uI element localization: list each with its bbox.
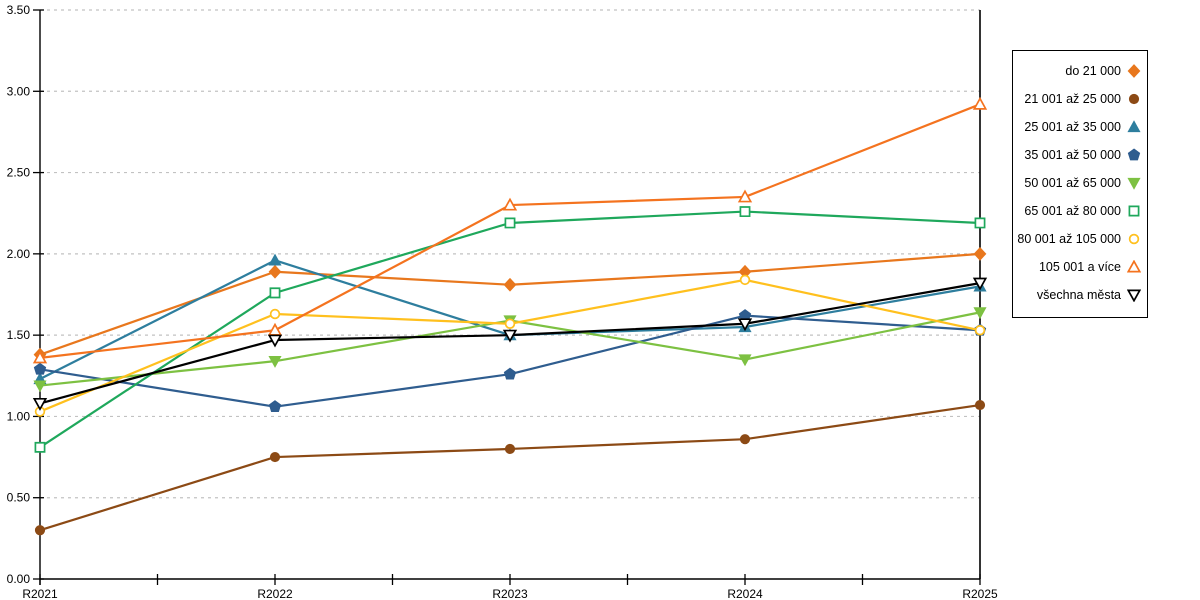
axes: 0.00 0.50 1.00 1.50 2.00 2.50 3.00 3.50 R2021 R20…: [7, 3, 998, 600]
legend-label: 65 001 až 80 000: [1024, 204, 1121, 218]
data-point-marker-square-icon: [504, 217, 516, 229]
legend-marker-circle-icon: [1128, 233, 1140, 245]
data-point-marker-circle-icon: [974, 399, 986, 411]
data-point-marker-triangle-up-icon: [32, 350, 48, 364]
series-8: [32, 96, 988, 364]
data-point-marker-triangle-down-icon: [502, 329, 518, 343]
legend-marker-triangle-down-icon: [1127, 289, 1141, 302]
data-point-marker-square-icon: [34, 441, 46, 453]
data-point-marker-triangle-down-icon: [268, 356, 282, 368]
legend-item: 105 001 a více: [1017, 254, 1141, 281]
y-tick-label: 0.00: [7, 572, 31, 586]
data-point-marker-triangle-up-icon: [268, 253, 282, 266]
legend-item: 50 001 až 65 000: [1017, 170, 1141, 197]
legend-label: 21 001 až 25 000: [1024, 92, 1121, 106]
x-tick-label: R2024: [727, 587, 763, 600]
y-tick-label: 3.00: [7, 84, 31, 98]
series-9: [32, 277, 988, 411]
data-point-marker-diamond-icon: [503, 277, 517, 292]
data-point-marker-circle-icon: [504, 443, 516, 455]
legend-label: 105 001 a více: [1038, 260, 1121, 274]
data-point-marker-circle-icon: [34, 525, 46, 536]
x-tick-label: R2021: [22, 587, 58, 600]
data-point-marker-triangle-down-icon: [267, 334, 283, 348]
data-point-marker-triangle-down-icon: [737, 318, 753, 332]
data-point-marker-pentagon-icon: [503, 367, 517, 380]
data-point-marker-triangle-down-icon: [972, 277, 988, 291]
x-tick-label: R2023: [492, 587, 528, 600]
legend-marker-diamond-icon: [1127, 64, 1141, 78]
data-point-marker-square-icon: [974, 217, 986, 229]
data-point-marker-circle-icon: [269, 308, 281, 320]
data-point-marker-triangle-down-icon: [738, 354, 752, 367]
data-point-marker-circle-icon: [504, 318, 516, 329]
y-tick-label: 1.00: [7, 409, 31, 423]
legend-item: 80 001 až 105 000: [1017, 226, 1141, 253]
data-point-marker-circle-icon: [974, 325, 986, 336]
y-tick-label: 2.00: [7, 247, 31, 261]
data-point-marker-circle-icon: [739, 434, 751, 445]
legend-label: 80 001 až 105 000: [1017, 232, 1121, 246]
data-point-marker-triangle-down-icon: [33, 380, 47, 393]
legend-label: 35 001 až 50 000: [1024, 148, 1121, 162]
legend-marker-square-icon: [1128, 205, 1140, 217]
legend-marker-circle-icon: [1128, 93, 1140, 105]
legend-label: 50 001 až 65 000: [1024, 176, 1121, 190]
data-point-marker-diamond-icon: [973, 246, 987, 261]
data-point-marker-triangle-down-icon: [32, 397, 48, 411]
data-point-marker-diamond-icon: [268, 264, 282, 279]
data-point-marker-pentagon-icon: [268, 400, 282, 412]
legend-item: 25 001 až 35 000: [1017, 114, 1141, 141]
data-point-marker-pentagon-icon: [33, 362, 47, 375]
series-7: [34, 274, 986, 417]
legend-marker-triangle-up-icon: [1127, 260, 1141, 273]
y-tick-label: 3.50: [7, 3, 31, 17]
legend-item: do 21 000: [1017, 58, 1141, 85]
y-tick-label: 2.50: [7, 166, 31, 180]
data-point-marker-square-icon: [269, 287, 281, 299]
data-point-marker-square-icon: [739, 206, 751, 218]
series-6: [34, 206, 986, 453]
legend-item: všechna města: [1017, 282, 1141, 309]
x-tick-label: R2022: [257, 587, 293, 600]
series-line: [38, 282, 982, 405]
legend-label: do 21 000: [1065, 64, 1121, 78]
y-tick-label: 0.50: [7, 491, 31, 505]
data-point-marker-triangle-up-icon: [972, 96, 988, 110]
legend-marker-triangle-up-icon: [1127, 120, 1141, 133]
legend-marker-pentagon-icon: [1127, 148, 1141, 161]
series-2: [34, 399, 986, 536]
data-point-marker-triangle-up-icon: [502, 197, 518, 211]
data-point-marker-circle-icon: [269, 451, 281, 463]
data-point-marker-triangle-up-icon: [737, 189, 753, 203]
legend-item: 21 001 až 25 000: [1017, 86, 1141, 113]
x-tick-label: R2025: [962, 587, 998, 600]
legend-item: 65 001 až 80 000: [1017, 198, 1141, 225]
legend-marker-triangle-down-icon: [1127, 177, 1141, 190]
series-1: [33, 246, 987, 362]
legend-item: 35 001 až 50 000: [1017, 142, 1141, 169]
y-tick-label: 1.50: [7, 328, 31, 342]
chart-legend: do 21 000 21 001 až 25 000 25 001 až 35 00…: [1012, 50, 1148, 318]
legend-label: všechna města: [1036, 288, 1121, 302]
legend-label: 25 001 až 35 000: [1024, 120, 1121, 134]
series-line: [38, 403, 982, 532]
data-point-marker-triangle-down-icon: [973, 307, 987, 320]
data-point-marker-circle-icon: [739, 274, 751, 286]
